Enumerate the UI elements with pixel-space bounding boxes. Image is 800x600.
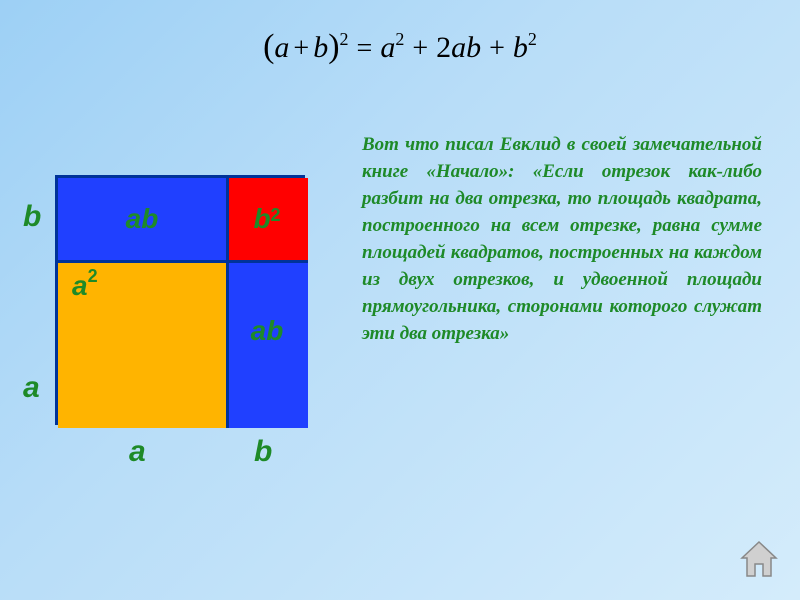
axis-label-left-b: b [23,200,41,234]
euclid-quote: Вот что писал Евклид в своей замечательн… [362,132,762,348]
outer-square: ab b2 a2 ab [55,175,305,425]
binomial-formula: (a+b)2 = a2 + 2ab + b2 [263,28,537,66]
axis-label-bottom-a: a [129,435,146,469]
cell-ab-right: ab [226,260,308,428]
geometric-proof-diagram: ab b2 a2 ab b a a b [55,175,305,425]
axis-label-left-a: a [23,371,40,405]
horizontal-divider [58,260,308,263]
cell-a-squared: a2 [58,260,226,428]
cell-b-squared: b2 [226,178,308,260]
home-icon[interactable] [736,536,782,582]
formula-b: b [313,31,328,64]
formula-a: a [274,31,289,64]
axis-label-bottom-b: b [254,435,272,469]
cell-ab-top: ab [58,178,226,260]
vertical-divider [226,178,229,428]
